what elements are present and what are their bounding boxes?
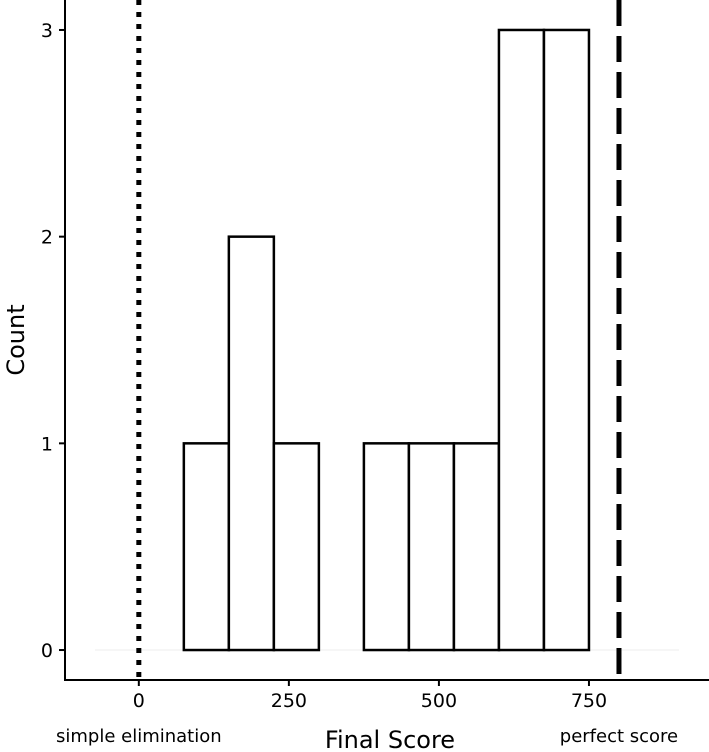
reference-label: simple elimination (56, 726, 222, 747)
x-axis-label: Final Score (325, 726, 455, 752)
x-tick-label: 500 (421, 690, 457, 712)
bar (182, 442, 231, 652)
bar (227, 235, 276, 652)
y-tick-label: 0 (41, 640, 53, 662)
y-axis-label: Count (2, 304, 30, 375)
bar (362, 442, 411, 652)
bar (407, 442, 456, 652)
x-tick-label: 0 (133, 690, 145, 712)
bar (542, 28, 591, 652)
x-tick-label: 250 (271, 690, 307, 712)
bar (272, 442, 321, 652)
y-tick-label: 1 (41, 433, 53, 455)
bar (497, 28, 546, 652)
bar (452, 442, 501, 652)
y-tick-label: 2 (41, 227, 53, 249)
reference-label: perfect score (560, 726, 678, 747)
x-tick-label: 750 (571, 690, 607, 712)
y-tick-label: 3 (41, 20, 53, 42)
